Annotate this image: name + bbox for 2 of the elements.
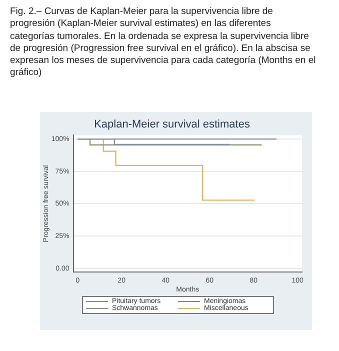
- caption: Fig. 2.– Curvas de Kaplan-Meier para la supervivencia libre de progresión (Kaplan-Meier survival estimates) en las diferentes categorías tumorales. En la ordenada se expresa la supervivencia libre de progresión (Progression free survival en el gráfico). En la abscisa se expresan los meses de supervivencia para cada categoría (Months en el gráfico): [10, 6, 316, 80]
- chart-title: Kaplan-Meier survival estimates: [94, 118, 250, 131]
